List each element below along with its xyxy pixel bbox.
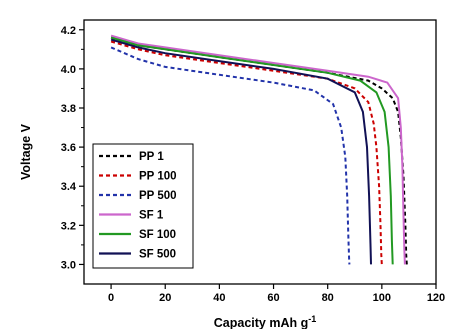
legend: PP 1 PP 100 PP 500 SF 1 SF 100 SF 500 <box>92 143 194 269</box>
legend-label: PP 1 <box>139 151 164 163</box>
legend-label: PP 100 <box>139 171 177 183</box>
x-tick-label: 0 <box>108 292 114 304</box>
x-axis-title-text: Capacity mAh g <box>214 316 308 329</box>
y-tick-label: 3.6 <box>61 142 76 154</box>
y-tick-label: 3.0 <box>61 259 76 271</box>
x-tick-label: 120 <box>427 292 445 304</box>
y-tick-label: 3.2 <box>61 220 76 232</box>
y-tick-label: 3.8 <box>61 103 76 115</box>
x-tick-label: 20 <box>159 292 171 304</box>
x-axis-title: Capacity mAh g-1 <box>214 314 316 329</box>
legend-label: SF 100 <box>139 229 176 241</box>
x-tick-label: 40 <box>213 292 225 304</box>
series-layer <box>110 34 408 265</box>
y-tick-label: 4.2 <box>61 25 76 37</box>
x-tick-label: 80 <box>322 292 334 304</box>
plot-frame <box>83 19 437 285</box>
series-line <box>110 34 406 265</box>
series-line <box>110 36 394 265</box>
x-tick-label: 100 <box>373 292 391 304</box>
y-ticks: 3.0 3.2 3.4 3.6 3.8 4.0 4.2 <box>61 25 84 271</box>
legend-box <box>92 143 194 269</box>
x-axis-title-superscript: -1 <box>308 314 316 324</box>
y-tick-label: 4.0 <box>61 64 76 76</box>
x-ticks: 0 20 40 60 80 100 120 <box>108 284 445 304</box>
series-line <box>110 40 383 265</box>
y-tick-label: 3.4 <box>61 181 77 193</box>
x-tick-label: 60 <box>267 292 279 304</box>
series-line <box>110 38 372 265</box>
legend-label: SF 500 <box>139 249 176 261</box>
legend-label: PP 500 <box>139 190 177 202</box>
legend-label: SF 1 <box>139 210 164 222</box>
y-axis-title: Voltage V <box>19 123 33 180</box>
series-line <box>110 46 351 265</box>
